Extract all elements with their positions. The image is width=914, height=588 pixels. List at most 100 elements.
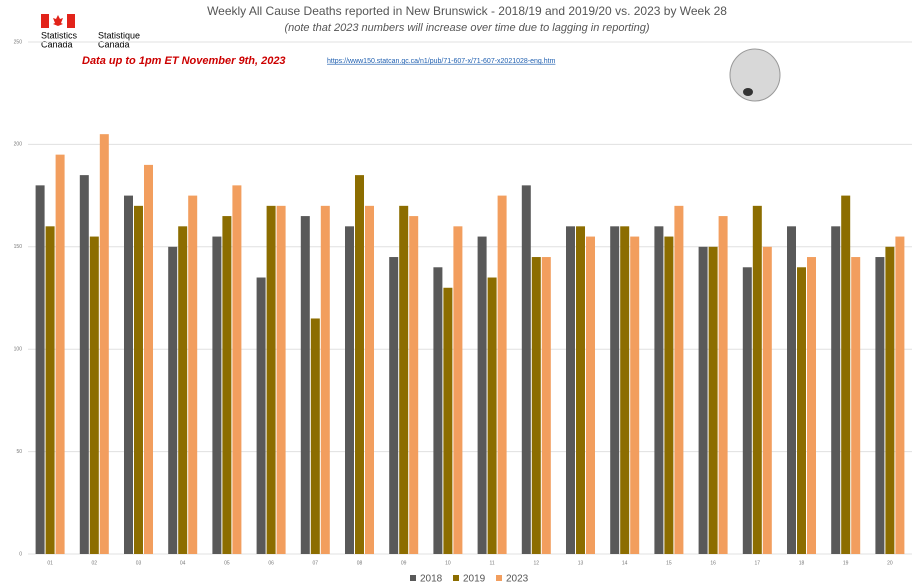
bar	[895, 236, 905, 554]
bar	[620, 226, 630, 554]
bar	[521, 185, 531, 555]
chart-subtitle: (note that 2023 numbers will increase ov…	[284, 22, 649, 34]
bar	[664, 236, 674, 554]
y-tick-label: 100	[14, 347, 23, 353]
bar	[674, 205, 684, 554]
x-tick-label: 13	[578, 560, 584, 566]
x-tick-label: 20	[887, 560, 893, 566]
bar	[79, 175, 89, 554]
bar	[851, 257, 861, 554]
bar	[168, 246, 178, 555]
bar	[797, 267, 806, 554]
bar	[144, 164, 153, 554]
bar	[453, 226, 463, 554]
bar	[124, 195, 133, 554]
x-tick-label: 14	[622, 560, 628, 566]
bar	[433, 267, 443, 554]
bar	[487, 277, 497, 554]
bar	[497, 195, 507, 554]
bar	[365, 205, 374, 554]
x-tick-label: 08	[357, 560, 363, 566]
logo-text: Statistique	[98, 30, 140, 40]
bar	[188, 195, 198, 554]
bar	[178, 226, 188, 554]
legend-swatch	[453, 575, 459, 581]
x-tick-label: 02	[92, 560, 98, 566]
bar	[276, 205, 286, 554]
bar	[531, 257, 541, 554]
bar	[355, 175, 364, 554]
flag	[41, 14, 75, 28]
legend-label: 2018	[420, 574, 443, 585]
y-tick-label: 200	[14, 142, 23, 148]
x-tick-label: 10	[445, 560, 451, 566]
bar	[35, 185, 45, 555]
bar	[698, 246, 708, 555]
source-link[interactable]: https://www150.statcan.gc.ca/n1/pub/71-6…	[327, 58, 556, 65]
legend-swatch	[496, 575, 502, 581]
x-tick-label: 07	[313, 560, 319, 566]
bar	[576, 226, 585, 554]
legend-label: 2023	[506, 574, 529, 585]
bar	[134, 205, 143, 554]
bar	[610, 226, 620, 554]
legend-label: 2019	[463, 574, 486, 585]
y-tick-label: 50	[16, 449, 22, 455]
bar	[409, 216, 419, 554]
bar	[222, 216, 232, 554]
logo-text: Canada	[41, 39, 73, 49]
bar	[443, 287, 453, 554]
legend-swatch	[410, 575, 416, 581]
chart-title: Weekly All Cause Deaths reported in New …	[207, 4, 727, 18]
x-tick-label: 01	[47, 560, 53, 566]
x-tick-label: 17	[755, 560, 761, 566]
x-tick-label: 15	[666, 560, 672, 566]
bar	[45, 226, 55, 554]
bar	[320, 205, 330, 554]
bar	[541, 257, 551, 554]
bar	[300, 216, 310, 554]
bar	[232, 185, 242, 555]
bar	[875, 257, 885, 554]
bar	[266, 205, 276, 554]
x-tick-label: 19	[843, 560, 849, 566]
x-tick-label: 11	[489, 560, 494, 566]
bar	[399, 205, 409, 554]
bar	[831, 226, 841, 554]
bar	[310, 318, 320, 554]
annotation: Data up to 1pm ET November 9th, 2023	[82, 55, 286, 67]
x-tick-label: 12	[534, 560, 540, 566]
bar	[566, 226, 575, 554]
bar	[742, 267, 752, 554]
logo-text: Statistics	[41, 30, 78, 40]
bar	[807, 257, 816, 554]
bar	[256, 277, 266, 554]
x-tick-label: 09	[401, 560, 407, 566]
x-tick-label: 18	[799, 560, 805, 566]
y-tick-label: 150	[14, 244, 23, 250]
bar	[630, 236, 640, 554]
bar	[345, 226, 354, 554]
bar	[752, 205, 762, 554]
bar	[718, 216, 728, 554]
bar	[477, 236, 487, 554]
bar	[389, 257, 399, 554]
bar	[762, 246, 772, 555]
x-tick-label: 05	[224, 560, 230, 566]
bar	[885, 246, 895, 555]
logo-text: Canada	[98, 39, 130, 49]
bar	[654, 226, 664, 554]
x-tick-label: 16	[710, 560, 716, 566]
y-tick-label: 0	[19, 551, 22, 557]
bar	[212, 236, 222, 554]
bar	[89, 236, 99, 554]
bar	[586, 236, 595, 554]
x-tick-label: 04	[180, 560, 186, 566]
x-tick-label: 06	[268, 560, 274, 566]
bar	[841, 195, 851, 554]
y-tick-label: 250	[14, 39, 23, 45]
bar	[99, 134, 109, 554]
wolf-logo	[729, 48, 781, 102]
bar	[55, 154, 65, 554]
